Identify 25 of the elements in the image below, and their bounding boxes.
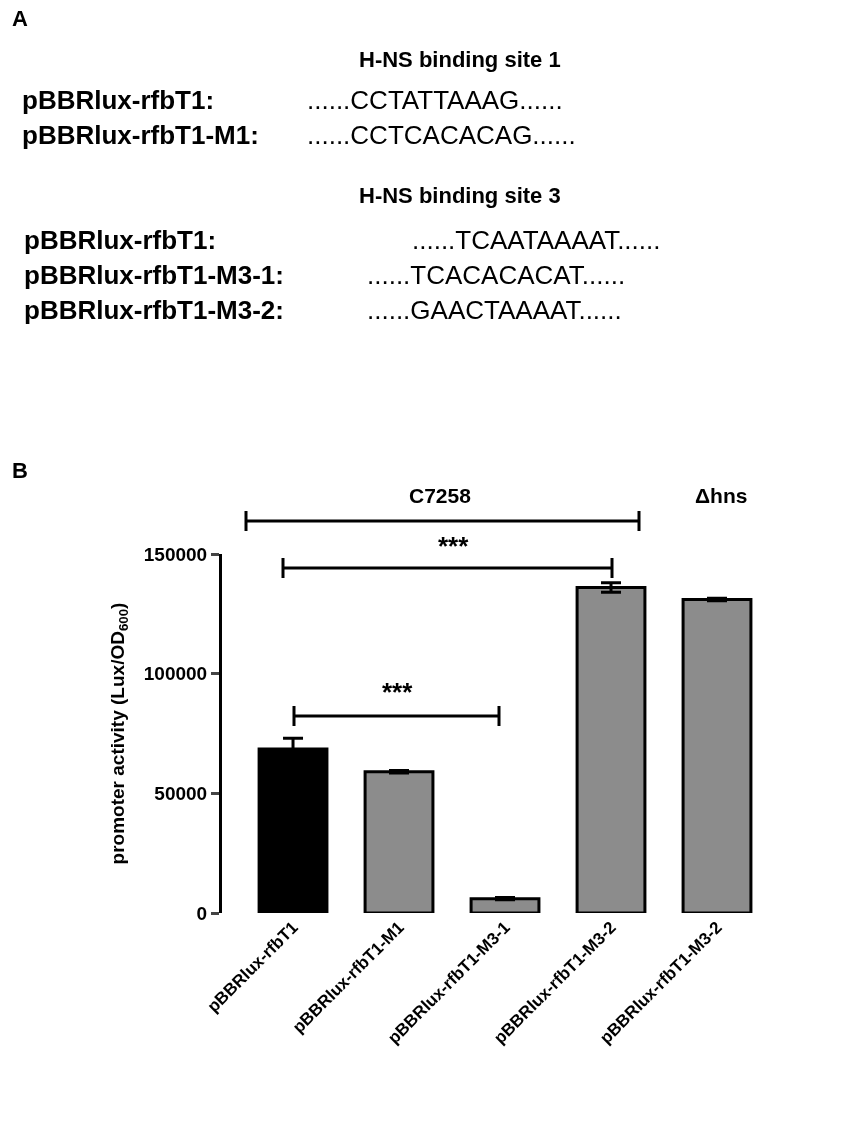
y-tick-label: 0 — [196, 902, 208, 924]
text: H-NS binding site 1 — [359, 47, 561, 72]
annotation: *** — [438, 531, 470, 561]
text: pBBRlux-rfbT1: — [24, 225, 217, 255]
text: Δhns — [695, 484, 748, 507]
bar — [469, 897, 541, 913]
y-tick-label: 100000 — [143, 663, 208, 685]
text: C7258 — [409, 484, 472, 507]
text: ......CCTCACACAG...... — [307, 120, 576, 150]
text: ......TCAATAAAAT...... — [412, 225, 661, 255]
text: pBBRlux-rfbT1-M3-2: — [24, 295, 284, 325]
text: A — [12, 6, 28, 31]
text: pBBRlux-rfbT1: — [22, 85, 215, 115]
text: B — [12, 458, 28, 483]
text: ......GAACTAAAAT...... — [367, 295, 622, 325]
text: ......CCTATTAAAG...... — [307, 85, 563, 115]
text: ......TCACACACAT...... — [367, 260, 626, 290]
text: pBBRlux-rfbT1-M3-1: — [24, 260, 284, 290]
y-tick-label: 50000 — [154, 782, 208, 804]
y-tick-label: 150000 — [143, 543, 208, 565]
bar — [681, 597, 753, 913]
annotation: *** — [382, 677, 414, 707]
text: H-NS binding site 3 — [359, 183, 561, 208]
bar — [363, 770, 435, 913]
text: pBBRlux-rfbT1-M1: — [22, 120, 259, 150]
